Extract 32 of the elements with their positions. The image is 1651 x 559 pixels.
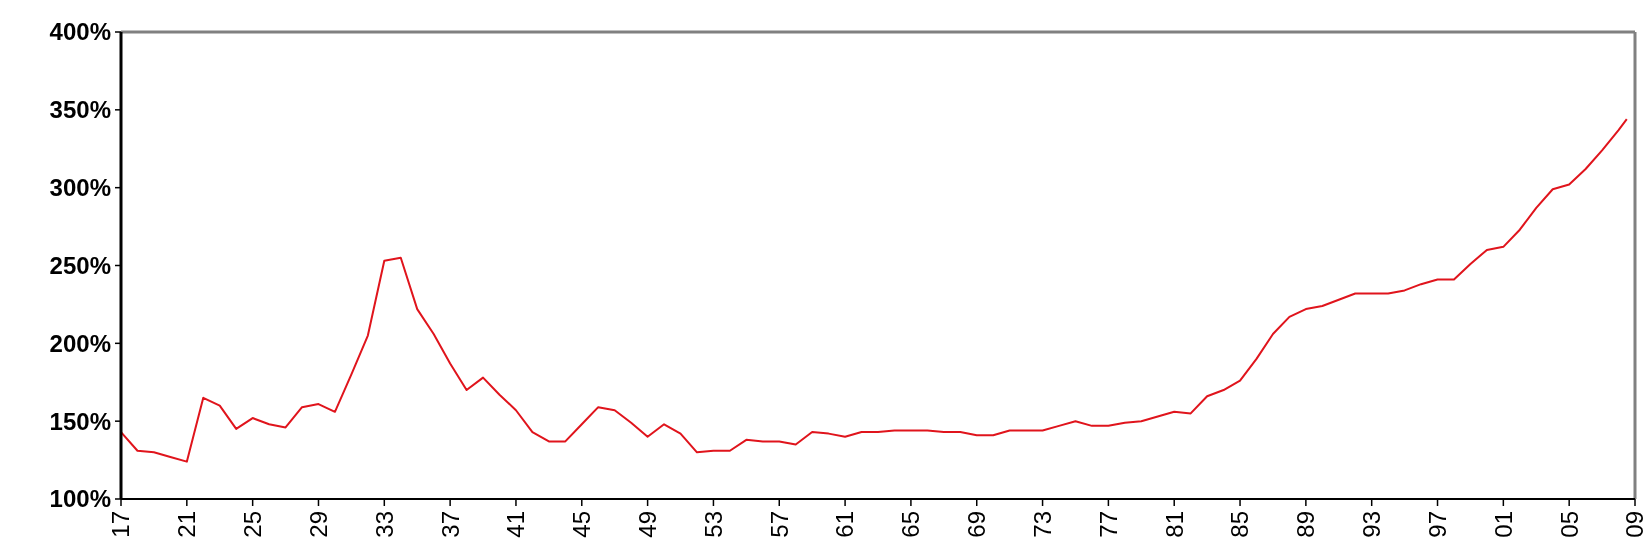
x-tick-label: 57	[765, 511, 793, 538]
x-tick-label: 93	[1358, 511, 1386, 538]
line-series	[120, 118, 1628, 463]
x-tick-label: 05	[1555, 511, 1583, 538]
x-tick-label: 97	[1423, 511, 1451, 538]
y-tick-label: 150%	[49, 407, 111, 435]
x-tick-label: 69	[963, 511, 991, 538]
x-tick-label: 25	[239, 511, 267, 538]
y-tick-label: 400%	[49, 18, 111, 46]
x-tick-label: 49	[634, 511, 662, 538]
y-tick-label: 250%	[49, 251, 111, 279]
x-tick-label: 89	[1292, 511, 1320, 538]
x-tick-label: 85	[1226, 511, 1254, 538]
x-tick-label: 41	[502, 511, 530, 538]
y-tick-label: 200%	[49, 329, 111, 357]
x-tick-label: 65	[897, 511, 925, 538]
x-tick-label: 77	[1094, 511, 1122, 538]
x-tick-label: 17	[107, 511, 135, 538]
y-tick-label: 100%	[49, 485, 111, 513]
y-tick-label: 300%	[49, 174, 111, 202]
x-tick-label: 33	[370, 511, 398, 538]
x-tick-label: 01	[1489, 511, 1517, 538]
x-tick-label: 45	[568, 511, 596, 538]
x-tick-label: 81	[1160, 511, 1188, 538]
x-tick-label: 29	[304, 511, 332, 538]
x-tick-label: 37	[436, 511, 464, 538]
x-tick-label: 73	[1028, 511, 1056, 538]
y-tick-label: 350%	[49, 96, 111, 124]
x-tick-label: 09	[1621, 511, 1649, 538]
x-tick-label: 53	[699, 511, 727, 538]
x-tick-label: 21	[173, 511, 201, 538]
x-tick-label: 61	[831, 511, 859, 538]
